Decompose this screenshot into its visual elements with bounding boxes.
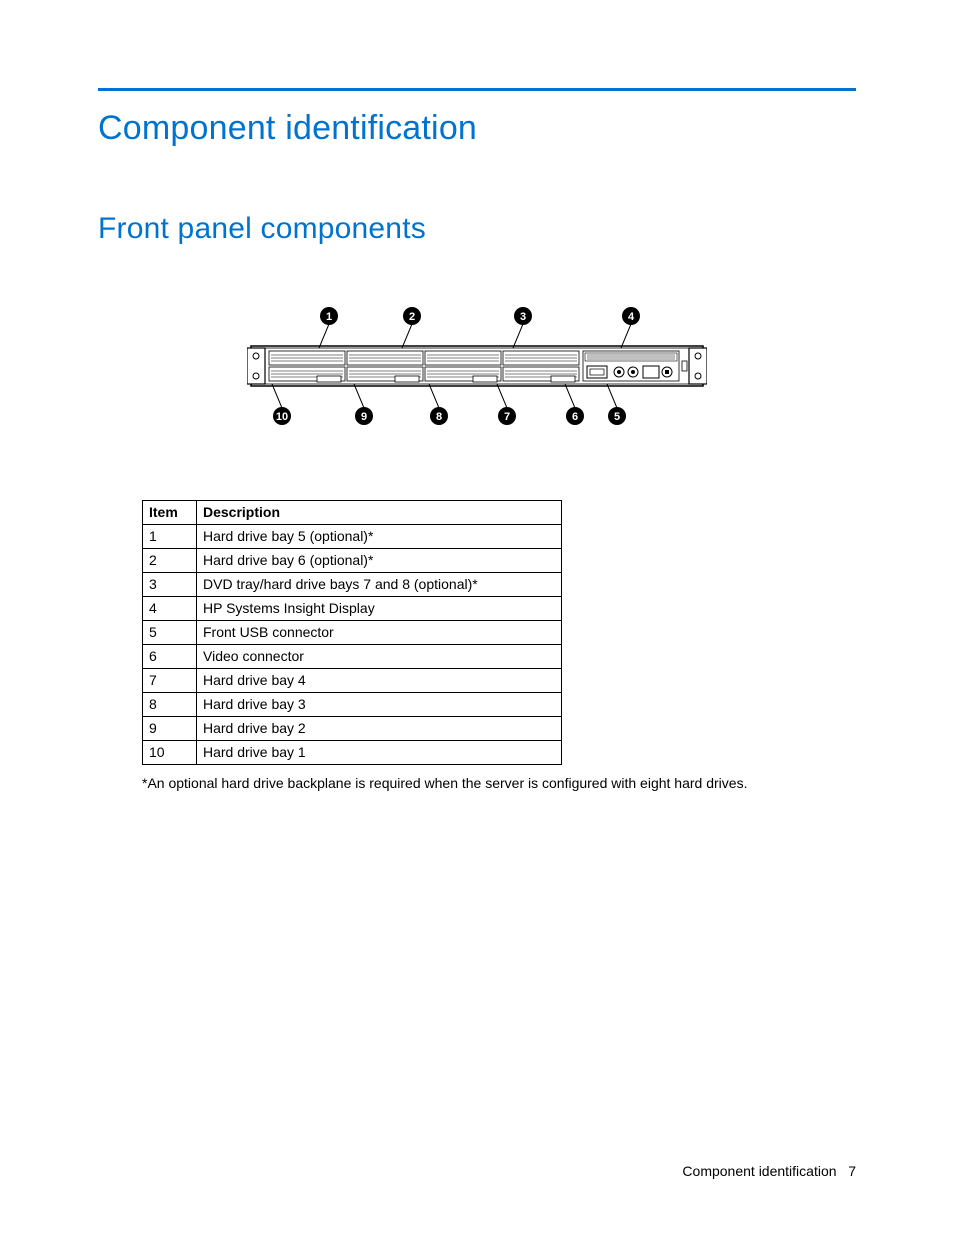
callout-1: 1	[319, 307, 338, 348]
svg-text:8: 8	[436, 411, 442, 423]
page-footer: Component identification 7	[682, 1163, 856, 1179]
cell-item: 6	[143, 645, 197, 669]
server-chassis	[247, 346, 707, 386]
svg-text:2: 2	[409, 311, 415, 323]
callout-4: 4	[621, 307, 640, 348]
callout-5: 5	[607, 384, 626, 425]
table-row: 10Hard drive bay 1	[143, 741, 562, 765]
cell-item: 4	[143, 597, 197, 621]
section-rule	[98, 88, 856, 91]
svg-text:10: 10	[276, 411, 288, 423]
callout-7: 7	[497, 384, 516, 425]
cell-description: Hard drive bay 4	[197, 669, 562, 693]
footer-section: Component identification	[682, 1163, 836, 1179]
page: Component identification Front panel com…	[0, 0, 954, 1235]
callout-6: 6	[565, 384, 584, 425]
callout-10: 10	[272, 384, 291, 425]
front-panel-diagram: 1 2 3 4 10 9 8 7 6 5	[247, 296, 707, 436]
table-row: 3DVD tray/hard drive bays 7 and 8 (optio…	[143, 573, 562, 597]
cell-description: Hard drive bay 1	[197, 741, 562, 765]
table-row: 8Hard drive bay 3	[143, 693, 562, 717]
table-row: 9Hard drive bay 2	[143, 717, 562, 741]
cell-item: 3	[143, 573, 197, 597]
cell-item: 5	[143, 621, 197, 645]
page-title: Component identification	[98, 109, 856, 148]
callout-3: 3	[513, 307, 532, 348]
table-row: 7Hard drive bay 4	[143, 669, 562, 693]
svg-text:9: 9	[361, 411, 367, 423]
table-row: 5Front USB connector	[143, 621, 562, 645]
table-row: 1Hard drive bay 5 (optional)*	[143, 525, 562, 549]
cell-item: 2	[143, 549, 197, 573]
col-header-description: Description	[197, 501, 562, 525]
table-row: 2Hard drive bay 6 (optional)*	[143, 549, 562, 573]
table-header-row: Item Description	[143, 501, 562, 525]
cell-item: 9	[143, 717, 197, 741]
callout-8: 8	[429, 384, 448, 425]
callout-9: 9	[354, 384, 373, 425]
cell-item: 10	[143, 741, 197, 765]
footer-page-number: 7	[848, 1163, 856, 1179]
cell-item: 7	[143, 669, 197, 693]
cell-description: Hard drive bay 2	[197, 717, 562, 741]
components-table: Item Description 1Hard drive bay 5 (opti…	[142, 500, 562, 765]
cell-description: Hard drive bay 6 (optional)*	[197, 549, 562, 573]
cell-description: HP Systems Insight Display	[197, 597, 562, 621]
svg-text:3: 3	[520, 311, 526, 323]
svg-text:5: 5	[614, 411, 620, 423]
svg-text:7: 7	[504, 411, 510, 423]
diagram-container: 1 2 3 4 10 9 8 7 6 5	[98, 296, 856, 436]
col-header-item: Item	[143, 501, 197, 525]
cell-description: Hard drive bay 3	[197, 693, 562, 717]
cell-item: 8	[143, 693, 197, 717]
section-title: Front panel components	[98, 212, 856, 246]
table-row: 6Video connector	[143, 645, 562, 669]
svg-text:6: 6	[572, 411, 578, 423]
svg-text:1: 1	[326, 311, 332, 323]
cell-description: DVD tray/hard drive bays 7 and 8 (option…	[197, 573, 562, 597]
cell-description: Hard drive bay 5 (optional)*	[197, 525, 562, 549]
footnote: *An optional hard drive backplane is req…	[98, 775, 856, 791]
table-row: 4HP Systems Insight Display	[143, 597, 562, 621]
cell-description: Video connector	[197, 645, 562, 669]
cell-description: Front USB connector	[197, 621, 562, 645]
svg-text:4: 4	[628, 311, 635, 323]
callout-2: 2	[402, 307, 421, 348]
cell-item: 1	[143, 525, 197, 549]
components-table-container: Item Description 1Hard drive bay 5 (opti…	[98, 500, 856, 765]
